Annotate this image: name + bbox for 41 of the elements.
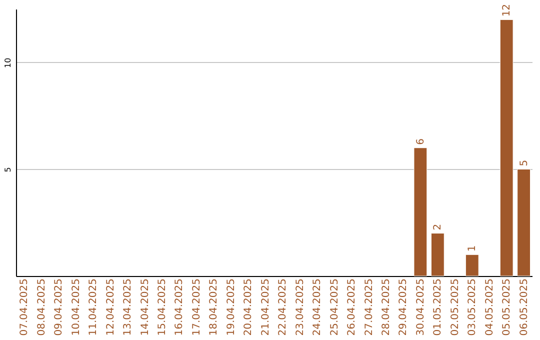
- x-tick-label: 07.04.2025: [19, 278, 30, 336]
- x-tick-label: 19.04.2025: [226, 278, 237, 336]
- x-tick-label: 30.04.2025: [415, 278, 426, 336]
- bar: [500, 19, 514, 276]
- x-tick-label: 22.04.2025: [278, 278, 289, 336]
- x-tick-label: 28.04.2025: [380, 278, 392, 336]
- x-tick-label: 16.04.2025: [174, 278, 186, 336]
- x-tick-label: 03.05.2025: [467, 278, 478, 336]
- bar: [517, 168, 531, 276]
- x-tick-label: 02.05.2025: [450, 278, 461, 336]
- x-tick-label: 29.04.2025: [398, 278, 410, 336]
- x-tick-label: 21.04.2025: [260, 278, 272, 336]
- y-tick-label: 10: [4, 58, 12, 68]
- x-tick-label: 26.04.2025: [346, 278, 358, 336]
- x-tick-label: 23.04.2025: [294, 278, 306, 336]
- bar: [414, 148, 428, 276]
- bar: [465, 254, 479, 276]
- data-label: 6: [415, 138, 426, 145]
- x-tick-label: 06.05.2025: [518, 278, 530, 336]
- x-tick-label: 10.04.2025: [70, 278, 82, 336]
- data-label: 1: [467, 245, 478, 252]
- bar: [430, 233, 444, 276]
- x-tick-label: 17.04.2025: [191, 278, 202, 336]
- data-label: 5: [518, 160, 530, 166]
- x-tick-label: 11.04.2025: [88, 278, 100, 336]
- x-tick-label: 04.05.2025: [484, 278, 496, 336]
- x-tick-label: 25.04.2025: [329, 278, 340, 336]
- x-tick-label: 12.04.2025: [105, 278, 116, 336]
- x-tick-label: 13.04.2025: [122, 278, 134, 336]
- data-label: 2: [432, 224, 444, 230]
- x-tick-label: 15.04.2025: [157, 278, 168, 336]
- x-tick-label: 08.04.2025: [36, 278, 48, 336]
- x-tick-label: 24.04.2025: [312, 278, 324, 336]
- data-label: 12: [502, 4, 513, 17]
- x-tick-label: 01.05.2025: [432, 278, 444, 336]
- x-tick-label: 27.04.2025: [364, 278, 375, 336]
- x-tick-label: 20.04.2025: [243, 278, 254, 336]
- x-tick-label: 09.04.2025: [54, 278, 65, 336]
- x-tick-label: 14.04.2025: [140, 278, 151, 336]
- x-tick-label: 18.04.2025: [208, 278, 220, 336]
- x-tick-label: 05.05.2025: [502, 278, 513, 336]
